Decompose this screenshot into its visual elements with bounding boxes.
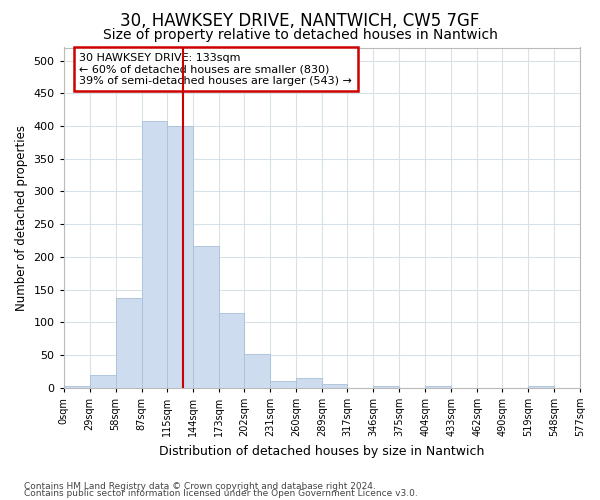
- Bar: [322, 384, 347, 388]
- Bar: [296, 378, 322, 388]
- Text: 30, HAWKSEY DRIVE, NANTWICH, CW5 7GF: 30, HAWKSEY DRIVE, NANTWICH, CW5 7GF: [121, 12, 479, 30]
- Bar: [373, 386, 399, 388]
- Bar: [167, 126, 193, 388]
- Bar: [89, 374, 116, 388]
- Text: Size of property relative to detached houses in Nantwich: Size of property relative to detached ho…: [103, 28, 497, 42]
- Bar: [425, 386, 451, 388]
- Bar: [271, 381, 296, 388]
- Bar: [64, 386, 89, 388]
- Y-axis label: Number of detached properties: Number of detached properties: [15, 124, 28, 310]
- Bar: [528, 386, 554, 388]
- Bar: [218, 313, 244, 388]
- Bar: [244, 354, 271, 388]
- X-axis label: Distribution of detached houses by size in Nantwich: Distribution of detached houses by size …: [159, 444, 485, 458]
- Bar: [193, 246, 218, 388]
- Text: Contains HM Land Registry data © Crown copyright and database right 2024.: Contains HM Land Registry data © Crown c…: [24, 482, 376, 491]
- Text: Contains public sector information licensed under the Open Government Licence v3: Contains public sector information licen…: [24, 490, 418, 498]
- Bar: [116, 298, 142, 388]
- Text: 30 HAWKSEY DRIVE: 133sqm
← 60% of detached houses are smaller (830)
39% of semi-: 30 HAWKSEY DRIVE: 133sqm ← 60% of detach…: [79, 52, 352, 86]
- Bar: [142, 121, 167, 388]
